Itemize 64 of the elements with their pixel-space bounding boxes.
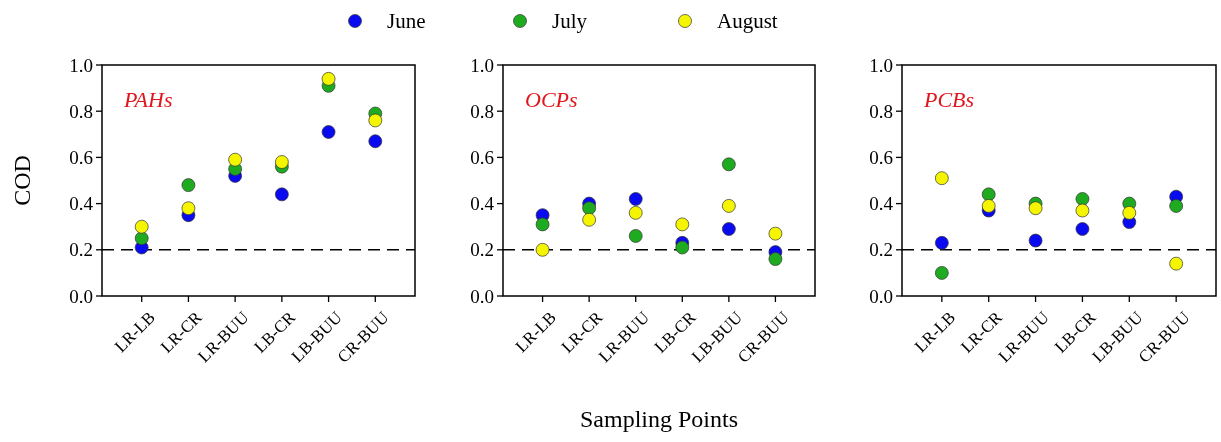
text: 1.0 [69,54,93,76]
point [1122,205,1137,220]
point [628,229,643,243]
y-tick-label: 0.2 [869,239,893,261]
point [1075,203,1090,218]
y-tick-label: 0.8 [869,100,893,122]
point [368,134,383,149]
point [628,205,643,220]
point [275,187,289,202]
point [981,187,996,202]
text: PAHs [123,87,173,112]
text: OCPs [525,87,578,112]
text: 1.0 [869,54,893,76]
point [134,231,149,246]
point [368,113,383,128]
point [535,242,550,257]
y-tick-label: 0.6 [470,147,494,169]
point [1169,256,1184,271]
y-tick-label: 0.8 [69,100,93,122]
point [1028,233,1043,248]
point [582,212,596,227]
point [722,222,736,236]
point [321,125,336,139]
point [181,178,196,192]
legend-label: August [717,9,778,34]
text: 1.0 [470,54,494,76]
point [1028,201,1043,216]
point [675,217,690,232]
point [1169,199,1184,213]
point [934,266,949,280]
point [675,240,690,255]
point [228,152,242,167]
point [1075,222,1090,236]
text: PCBs [923,87,975,112]
y-tick-label: 0.4 [470,193,495,215]
x-axis-title: Sampling Points [579,406,739,432]
point [768,252,783,266]
point [321,72,336,86]
y-tick-label: 0.8 [470,100,494,122]
y-tick-label: 0.6 [869,147,893,169]
point [535,217,550,232]
point [134,219,149,234]
y-tick-label: 0.4 [869,193,894,215]
point [275,155,289,169]
point [628,192,643,206]
point [934,171,949,186]
y-axis-title: COD [9,155,35,206]
point [981,199,996,213]
point [722,157,736,172]
point [934,236,949,250]
y-tick-label: 0.2 [470,239,494,261]
point [722,199,736,213]
point [582,201,596,216]
text: 0.0 [470,285,494,307]
text: 0.0 [869,285,893,307]
point [1075,192,1090,206]
y-tick-label: 0.6 [69,147,93,169]
point [768,226,783,241]
y-tick-label: 0.4 [69,193,94,215]
text: 0.0 [69,285,93,307]
y-tick-label: 0.2 [69,239,93,261]
legend-label: June [387,9,426,34]
legend-label: July [552,9,588,34]
point [181,201,196,216]
